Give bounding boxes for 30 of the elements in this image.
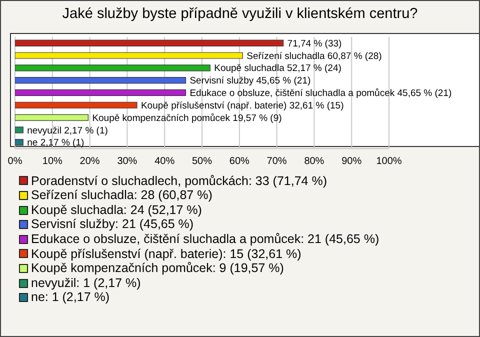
- x-tick-label: 10%: [42, 156, 63, 167]
- x-tick-label: 90%: [342, 156, 362, 167]
- legend-label: Koupě příslušenství (např. baterie): 15 (32,61 %): [31, 246, 302, 262]
- x-tick-label: 100%: [376, 156, 402, 167]
- x-tick-label: 70%: [266, 156, 287, 167]
- data-label: Koupě sluchadla 52,17 % (24): [214, 63, 342, 74]
- legend-label: Koupě sluchadla: 24 (52,17 %): [31, 202, 202, 218]
- x-tick-label: 20%: [80, 156, 100, 167]
- legend-label: Edukace o obsluze, čištění sluchadla a pomůcek: 21 (45,65 %): [31, 232, 380, 247]
- x-tick-label: 50%: [192, 156, 212, 167]
- data-label: Koupě kompenzačních pomůcek 19,57 % (9): [92, 112, 282, 124]
- legend-label: ne: 1 (2,17 %): [31, 290, 110, 305]
- data-label: nevyužil 2,17 % (1): [27, 125, 108, 136]
- legend-label: Servisní služby: 21 (45,65 %): [31, 217, 194, 232]
- data-label: Edukace o obsluze, čištění sluchadla a pomůcek 45,65 % (21): [190, 88, 452, 100]
- data-label: ne 2,17 % (1): [27, 138, 84, 149]
- data-label: Servisní služby 45,65 % (21): [190, 76, 311, 87]
- x-tick-label: 0%: [8, 156, 22, 167]
- legend-label: Seřízení sluchadla: 28 (60,87 %): [31, 188, 212, 203]
- data-label: Seřízení sluchadla 60,87 % (28): [246, 50, 382, 62]
- x-tick-label: 80%: [304, 156, 324, 167]
- x-tick-label: 40%: [154, 156, 175, 167]
- legend-label: Poradenství o sluchadlech, pomůckách: 33 (71,74 %): [31, 174, 328, 188]
- legend-label: Koupě kompenzačních pomůcek: 9 (19,57 %): [31, 261, 284, 276]
- data-label: 71,74 % (33): [287, 38, 342, 50]
- legend-label: nevyužil: 1 (2,17 %): [31, 276, 141, 290]
- data-label: Koupě příslušenství (např. baterie) 32,61 % (15): [140, 100, 344, 112]
- x-tick-label: 60%: [229, 156, 250, 167]
- x-tick-label: 30%: [117, 156, 138, 167]
- chart-title: Jaké služby byste případně využili v klientském centru?: [61, 6, 419, 22]
